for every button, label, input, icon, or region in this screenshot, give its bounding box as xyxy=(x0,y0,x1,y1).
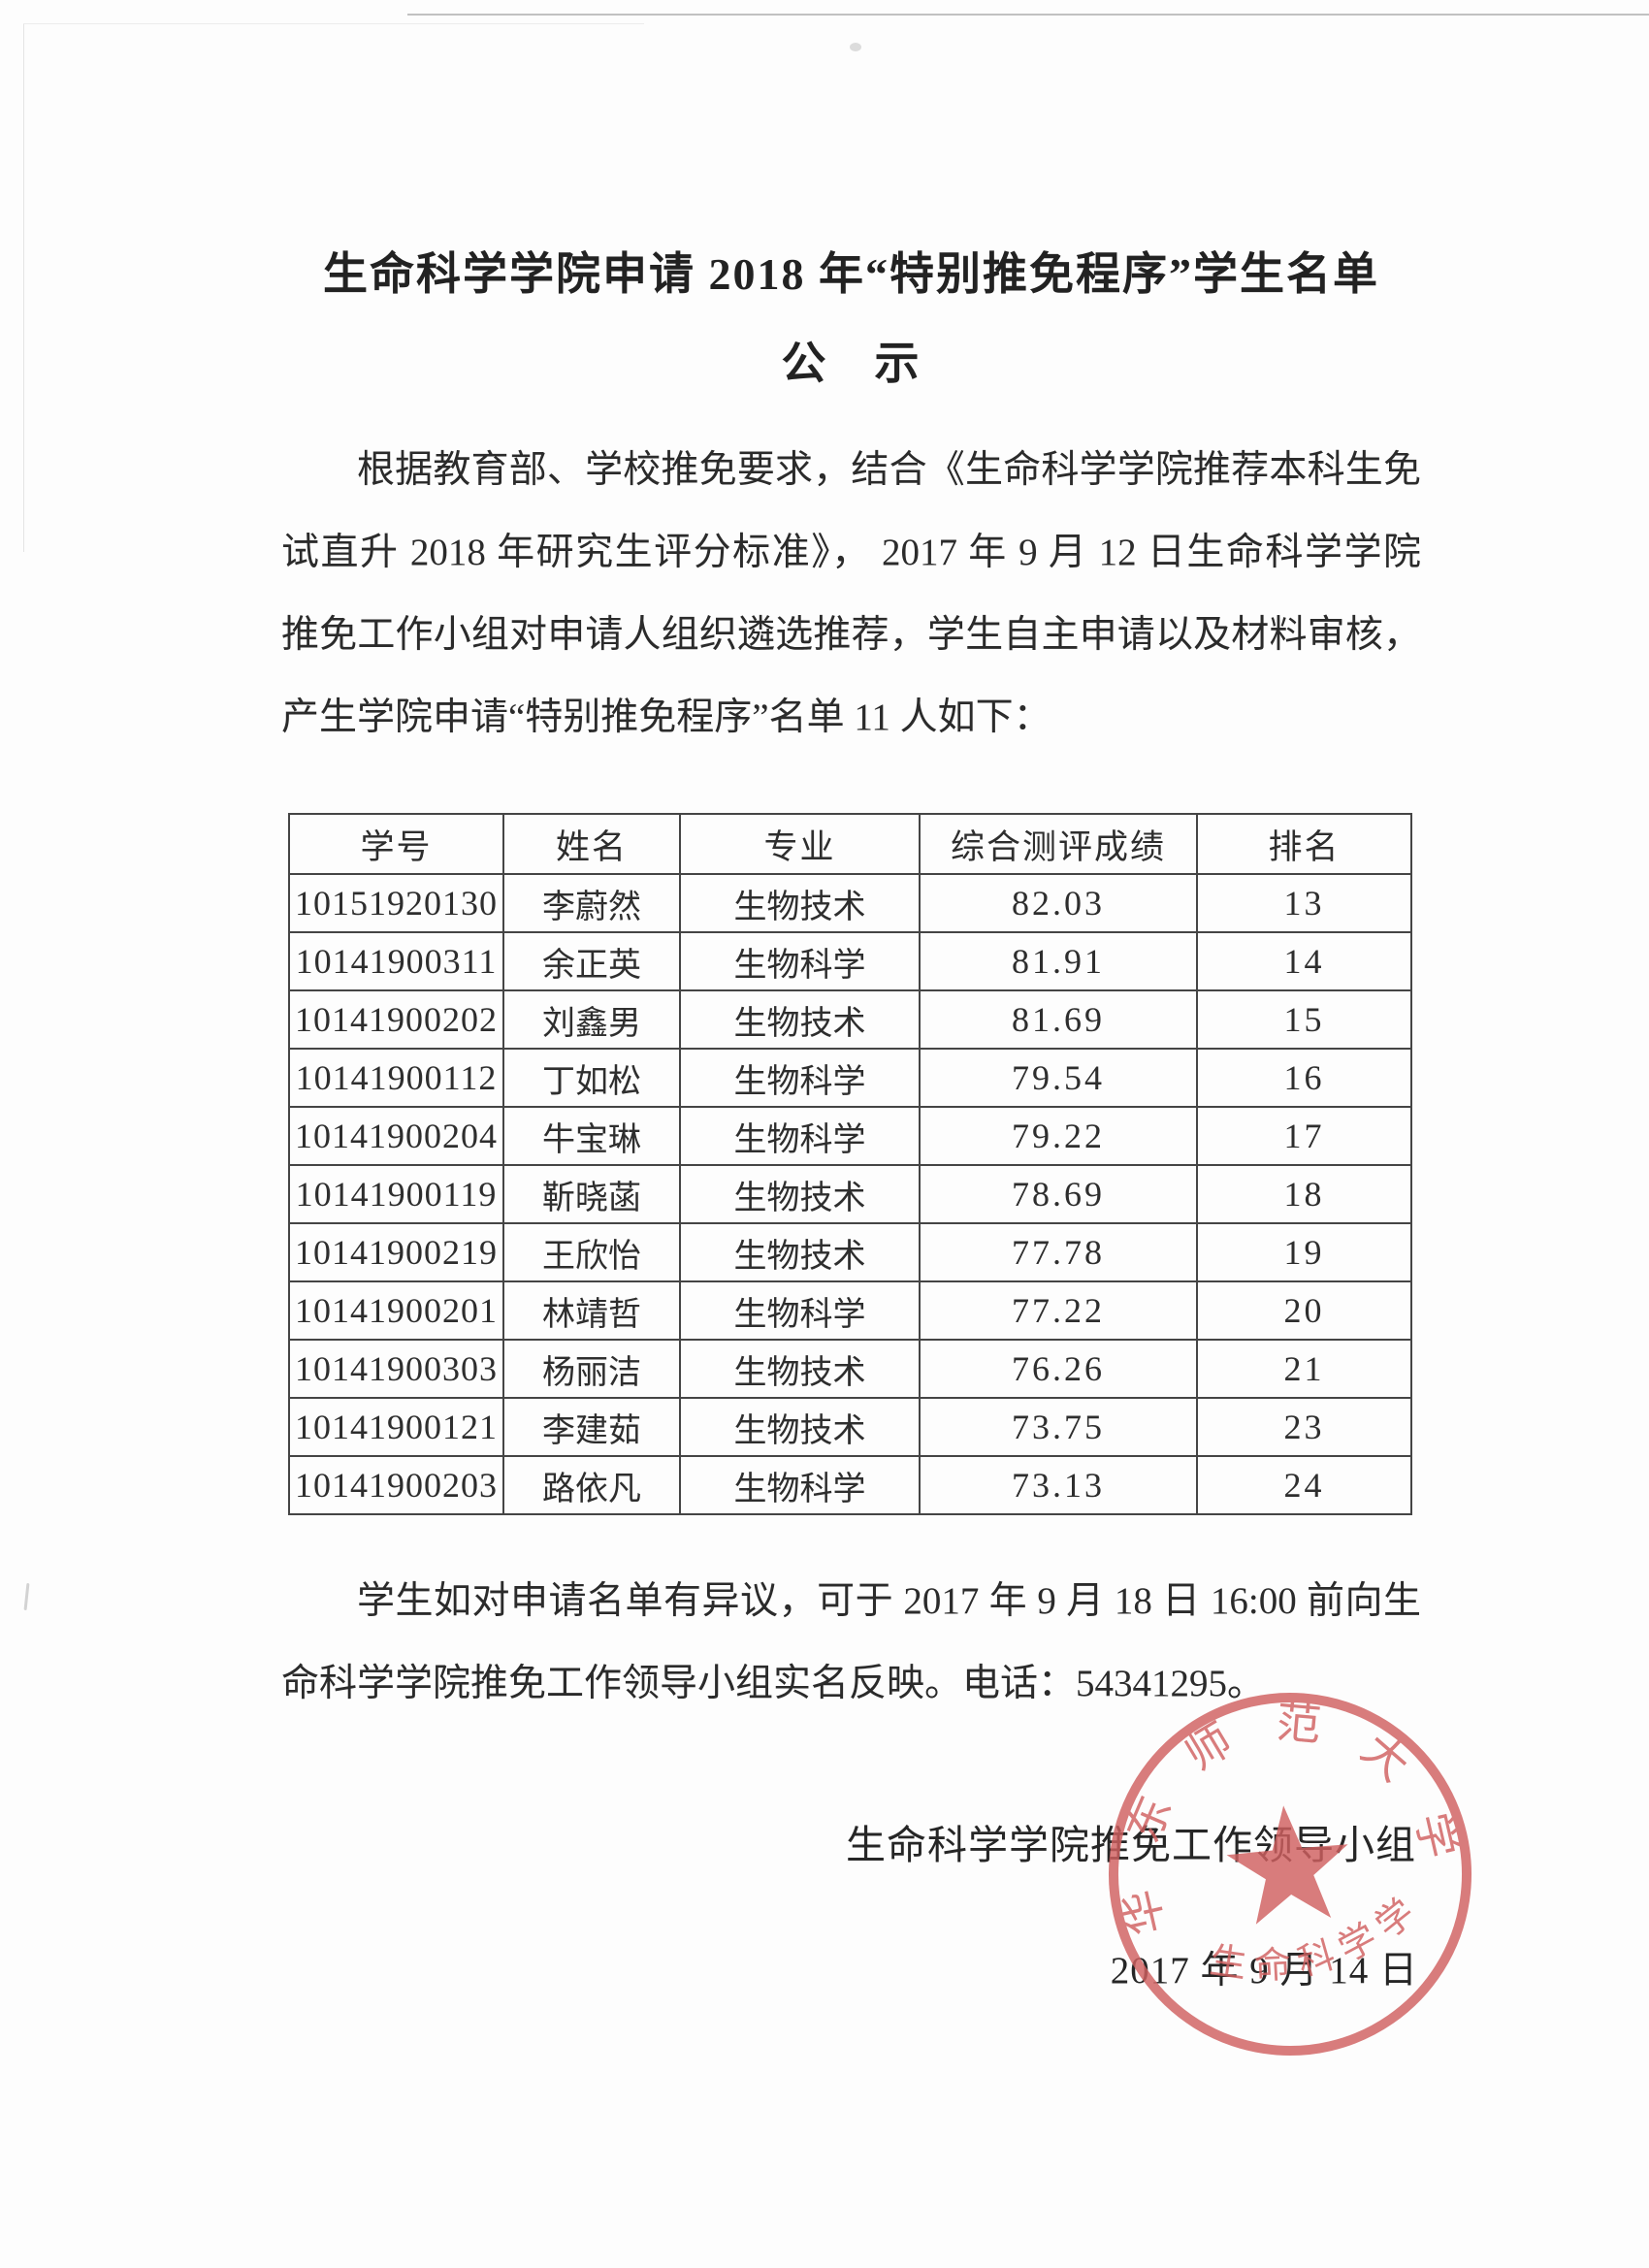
table-header-cell: 姓名 xyxy=(502,813,681,875)
table-row: 10141900121 李建茹 生物技术 73.75 23 xyxy=(288,1397,1412,1457)
table-cell: 生物科学 xyxy=(679,1048,921,1108)
table-header-cell: 学号 xyxy=(288,813,504,875)
page-subtitle: 公 示 xyxy=(781,339,922,388)
table-cell: 13 xyxy=(1196,873,1412,933)
table-cell: 19 xyxy=(1196,1222,1412,1282)
scan-artifact-paper-edge xyxy=(23,23,644,24)
table-row: 10141900311 余正英 生物科学 81.91 14 xyxy=(288,931,1412,991)
table-cell: 李蔚然 xyxy=(502,873,681,933)
table-cell: 10141900311 xyxy=(288,931,504,991)
scan-artifact-paper-edge xyxy=(23,23,24,552)
table-row: 10141900203 路依凡 生物科学 73.13 24 xyxy=(288,1455,1412,1515)
table-cell: 生物技术 xyxy=(679,1397,921,1457)
table-row: 10141900112 丁如松 生物科学 79.54 16 xyxy=(288,1048,1412,1108)
table-cell: 生物技术 xyxy=(679,1222,921,1282)
notice-line: 学生如对申请名单有异议，可于 2017 年 9 月 18 日 16:00 前向生 xyxy=(357,1580,1421,1622)
table-cell: 14 xyxy=(1196,931,1412,991)
intro-line: 试直升 2018 年研究生评分标准》， 2017 年 9 月 12 日生命科学学… xyxy=(281,532,1421,573)
table-cell: 刘鑫男 xyxy=(502,989,681,1050)
table-cell: 20 xyxy=(1196,1280,1412,1341)
table-cell: 23 xyxy=(1196,1397,1412,1457)
intro-paragraph: 根据教育部、学校推免要求，结合《生命科学学院推荐本科生免 试直升 2018 年研… xyxy=(281,429,1421,759)
table-cell: 10141900121 xyxy=(288,1397,504,1457)
table-cell: 79.54 xyxy=(919,1048,1198,1108)
table-cell: 73.13 xyxy=(919,1455,1198,1515)
table-cell: 77.78 xyxy=(919,1222,1198,1282)
university-seal-stamp: 华东师范大学 生命科学学院 xyxy=(1086,1670,1471,2056)
table-cell: 丁如松 xyxy=(502,1048,681,1108)
table-cell: 生物科学 xyxy=(679,1106,921,1166)
table-row: 10141900119 靳晓菡 生物技术 78.69 18 xyxy=(288,1164,1412,1224)
table-header-cell: 综合测评成绩 xyxy=(919,813,1198,875)
table-row: 10141900303 杨丽洁 生物技术 76.26 21 xyxy=(288,1339,1412,1399)
table-cell: 生物技术 xyxy=(679,989,921,1050)
table-cell: 81.91 xyxy=(919,931,1198,991)
table-header-cell: 专业 xyxy=(679,813,921,875)
table-cell: 77.22 xyxy=(919,1280,1198,1341)
table-cell: 10141900303 xyxy=(288,1339,504,1399)
table-cell: 10141900203 xyxy=(288,1455,504,1515)
table-header-row: 学号 姓名 专业 综合测评成绩 排名 xyxy=(288,813,1412,875)
table-cell: 生物技术 xyxy=(679,1339,921,1399)
table-cell: 76.26 xyxy=(919,1339,1198,1399)
table-cell: 路依凡 xyxy=(502,1455,681,1515)
table-cell: 18 xyxy=(1196,1164,1412,1224)
seal-ring xyxy=(1109,1693,1471,2056)
table-cell: 生物技术 xyxy=(679,1164,921,1224)
table-row: 10141900219 王欣怡 生物技术 77.78 19 xyxy=(288,1222,1412,1282)
signature-line: 生命科学学院推免工作领导小组 xyxy=(846,1823,1416,1867)
table-cell: 生物科学 xyxy=(679,1455,921,1515)
page-title: 生命科学学院申请 2018 年“特别推免程序”学生名单 xyxy=(323,249,1379,299)
table-cell: 10141900112 xyxy=(288,1048,504,1108)
table-cell: 10141900119 xyxy=(288,1164,504,1224)
table-cell: 杨丽洁 xyxy=(502,1339,681,1399)
table-cell: 生物科学 xyxy=(679,1280,921,1341)
table-cell: 生物科学 xyxy=(679,931,921,991)
students-table: 学号 姓名 专业 综合测评成绩 排名 10151920130 李蔚然 生物技术 82.03 13… xyxy=(288,813,1412,1515)
objection-paragraph: 学生如对申请名单有异议，可于 2017 年 9 月 18 日 16:00 前向生… xyxy=(281,1560,1421,1725)
table-row: 10141900204 牛宝琳 生物科学 79.22 17 xyxy=(288,1106,1412,1166)
table-cell: 10141900204 xyxy=(288,1106,504,1166)
table-cell: 17 xyxy=(1196,1106,1412,1166)
table-cell: 21 xyxy=(1196,1339,1412,1399)
table-cell: 73.75 xyxy=(919,1397,1198,1457)
table-cell: 24 xyxy=(1196,1455,1412,1515)
table-cell: 82.03 xyxy=(919,873,1198,933)
table-cell: 李建茹 xyxy=(502,1397,681,1457)
intro-line: 根据教育部、学校推免要求，结合《生命科学学院推荐本科生免 xyxy=(357,449,1421,491)
table-row: 10141900201 林靖哲 生物科学 77.22 20 xyxy=(288,1280,1412,1341)
notice-line: 命科学学院推免工作领导小组实名反映。电话：54341295。 xyxy=(281,1663,1266,1704)
table-cell: 81.69 xyxy=(919,989,1198,1050)
table-cell: 余正英 xyxy=(502,931,681,991)
date-line: 2017 年 9 月 14 日 xyxy=(1110,1950,1418,1992)
table-row: 10151920130 李蔚然 生物技术 82.03 13 xyxy=(288,873,1412,933)
table-cell: 生物技术 xyxy=(679,873,921,933)
scan-artifact-tick xyxy=(23,1582,30,1611)
table-cell: 林靖哲 xyxy=(502,1280,681,1341)
table-cell: 10141900201 xyxy=(288,1280,504,1341)
scan-artifact-line xyxy=(407,14,1649,16)
table-header-cell: 排名 xyxy=(1196,813,1412,875)
scan-artifact-speck xyxy=(850,43,861,51)
table-cell: 10141900202 xyxy=(288,989,504,1050)
table-cell: 牛宝琳 xyxy=(502,1106,681,1166)
table-row: 10141900202 刘鑫男 生物技术 81.69 15 xyxy=(288,989,1412,1050)
intro-line: 推免工作小组对申请人组织遴选推荐，学生自主申请以及材料审核， xyxy=(281,614,1421,656)
table-cell: 靳晓菡 xyxy=(502,1164,681,1224)
table-cell: 10151920130 xyxy=(288,873,504,933)
table-cell: 10141900219 xyxy=(288,1222,504,1282)
table-cell: 15 xyxy=(1196,989,1412,1050)
intro-line: 产生学院申请“特别推免程序”名单 11 人如下： xyxy=(281,697,1051,738)
table-cell: 16 xyxy=(1196,1048,1412,1108)
table-cell: 78.69 xyxy=(919,1164,1198,1224)
table-cell: 79.22 xyxy=(919,1106,1198,1166)
table-cell: 王欣怡 xyxy=(502,1222,681,1282)
